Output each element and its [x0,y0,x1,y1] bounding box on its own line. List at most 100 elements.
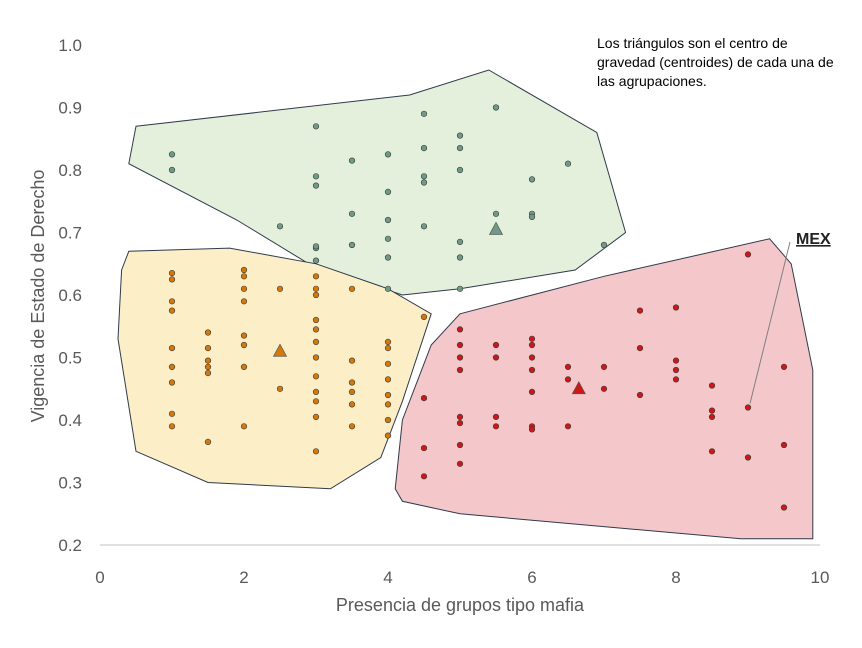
y-tick-label: 0.6 [58,286,82,305]
data-point [240,363,248,371]
data-point [780,441,788,449]
data-point [456,254,464,261]
data-point [564,160,572,167]
x-axis-title: Presencia de grupos tipo mafia [336,595,585,615]
data-point [312,373,320,380]
data-point [276,385,284,392]
data-point [384,391,392,399]
y-tick-label: 0.5 [58,349,82,368]
data-point [204,329,212,336]
data-point [600,363,608,371]
annotation-note: Los triángulos son el centro de gravedad… [597,35,834,89]
data-point [456,341,464,349]
data-point [312,243,320,250]
data-point [168,298,176,305]
data-point [312,413,320,421]
y-tick-label: 0.8 [58,161,82,180]
data-point [348,401,356,408]
x-tick-label: 0 [95,568,104,587]
data-point [312,338,320,346]
data-point [240,423,248,430]
data-point [384,360,392,367]
data-point [492,104,500,111]
data-point [348,285,356,292]
data-point [456,420,464,427]
data-point [456,166,464,174]
data-point [744,251,752,258]
data-point [420,145,428,152]
data-point [204,345,212,352]
data-point [348,357,356,364]
data-point [204,370,212,377]
data-point [204,363,212,371]
data-point [672,357,680,364]
data-point [312,285,320,292]
data-point [420,179,428,186]
data-point [636,345,644,352]
y-tick-label: 0.7 [58,224,82,243]
y-tick-label: 0.4 [58,411,82,430]
data-point [528,341,536,349]
x-tick-label: 2 [239,568,248,587]
data-point [492,354,500,361]
data-point [240,298,248,305]
data-point [528,426,536,433]
data-point [168,379,176,386]
data-point [384,254,392,261]
y-tick-label: 0.3 [58,474,82,493]
data-point [420,173,428,180]
data-point [528,213,536,220]
data-point [420,473,428,480]
mex-leader-line [749,241,791,404]
data-point [384,376,392,383]
x-tick-label: 4 [383,568,392,587]
x-tick-label: 10 [811,568,830,587]
data-point [420,445,428,452]
centroid-triangle-2 [272,343,288,357]
data-point [312,316,320,324]
data-point [312,273,320,280]
data-point [456,132,464,139]
data-point [384,188,392,195]
data-point [456,238,464,245]
data-point [348,388,356,396]
y-tick-label: 0.2 [58,536,82,555]
data-point [456,413,464,421]
data-point [240,332,248,339]
data-point [564,363,572,371]
x-tick-label: 8 [671,568,680,587]
data-point [456,354,464,361]
data-point [492,210,500,217]
data-point [348,210,356,217]
data-point [240,273,248,280]
data-point [276,285,284,292]
data-point [528,176,536,183]
data-point [708,382,716,389]
data-point [312,123,320,130]
data-point [312,448,320,455]
data-point [168,345,176,352]
data-point [744,404,752,411]
data-point [312,354,320,361]
data-point [312,291,320,299]
data-point [672,376,680,383]
data-point [276,223,284,230]
data-point [492,341,500,349]
data-point [312,326,320,333]
cluster-hull-1 [128,69,627,296]
centroid-triangle-1 [488,221,504,235]
data-point [384,432,392,439]
data-point [636,307,644,314]
data-point [348,241,356,249]
data-point [240,341,248,349]
data-point [384,216,392,224]
tick-labels: 0 2 4 6 8 10 0.2 0.3 0.4 0.5 0.6 0.7 0.8 0.9 1.0 [58,36,829,587]
data-point [672,366,680,374]
centroid-triangle-3 [571,381,586,395]
data-point [528,354,536,361]
y-tick-label: 0.9 [58,99,82,118]
data-points [168,104,788,511]
data-point [168,307,176,314]
data-point [312,398,320,405]
data-point [600,385,608,392]
